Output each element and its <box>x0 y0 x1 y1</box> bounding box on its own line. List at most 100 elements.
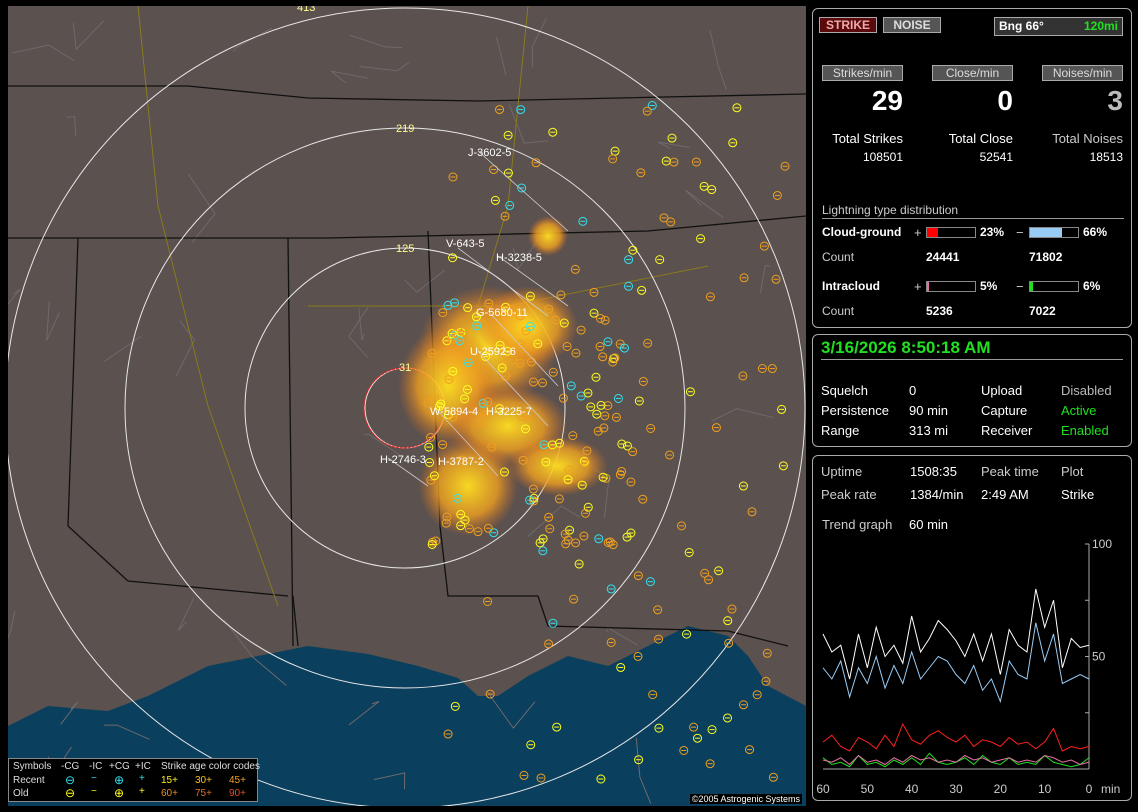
storm-track-label[interactable]: H-3787-2 <box>438 456 484 468</box>
county-line <box>72 20 105 51</box>
noises-per-min-button[interactable]: Noises/min <box>1042 65 1123 81</box>
strike-ring <box>438 440 448 450</box>
cg-plus-sign: + <box>914 225 922 240</box>
positive-strike-icon <box>596 774 606 784</box>
strike-ring <box>622 441 632 451</box>
plot-label: Plot <box>1061 464 1084 479</box>
county-line <box>11 44 75 62</box>
negative-strike-icon <box>595 342 605 352</box>
strike-ring <box>684 547 694 557</box>
positive-strike-icon <box>667 133 677 143</box>
positive-strike-icon <box>481 352 491 362</box>
negative-strike-icon <box>596 400 606 410</box>
negative-strike-icon <box>665 450 675 460</box>
county-line <box>373 772 406 790</box>
negative-strike-icon <box>551 315 561 325</box>
strike-ring <box>596 314 606 324</box>
county-line <box>60 701 79 725</box>
positive-strike-icon <box>442 336 452 346</box>
noise-button[interactable]: NOISE <box>883 17 941 33</box>
positive-strike-icon <box>579 456 589 466</box>
positive-strike-icon <box>479 410 489 420</box>
strike-button[interactable]: STRIKE <box>819 17 877 33</box>
total-close-label: Total Close <box>948 131 1013 146</box>
positive-strike-icon <box>577 480 587 490</box>
strike-ring <box>452 328 462 338</box>
strike-ring <box>580 458 590 468</box>
storm-track-label[interactable]: H-3238-5 <box>496 252 542 264</box>
negative-strike-icon <box>538 546 548 556</box>
strike-ring <box>479 410 489 420</box>
county-line <box>8 288 21 305</box>
close-per-min-button[interactable]: Close/min <box>932 65 1013 81</box>
negative-strike-icon <box>487 442 497 452</box>
strike-ring <box>568 431 578 441</box>
positive-strike-icon <box>596 314 606 324</box>
negative-strike-icon <box>448 412 458 422</box>
strike-ring <box>679 745 689 755</box>
storm-track-label[interactable]: H-2746-3 <box>380 454 426 466</box>
negative-strike-icon <box>772 190 782 200</box>
strike-ring <box>589 287 599 297</box>
positive-strike-icon <box>450 701 460 711</box>
strike-ring <box>580 508 590 518</box>
negative-strike-icon <box>502 346 512 356</box>
negative-strike-icon <box>738 371 748 381</box>
age-45: 45+ <box>229 775 246 786</box>
negative-strike-icon <box>638 494 648 504</box>
negative-strike-icon <box>705 759 715 769</box>
trend-series-line <box>822 622 1090 704</box>
storm-track-label[interactable]: U-2592-6 <box>470 346 516 358</box>
storm-track-line <box>477 350 549 427</box>
strike-ring <box>634 755 644 765</box>
lightning-map[interactable]: 413 219 125 31 J-3602-5 V-643-5 H-3238-5… <box>8 6 806 806</box>
trend-series-line <box>822 722 1090 752</box>
positive-strike-icon <box>696 234 706 244</box>
strike-ring <box>603 337 613 347</box>
strike-ring <box>586 402 596 412</box>
negative-strike-icon <box>648 690 658 700</box>
strike-cluster <box>528 216 568 256</box>
neg-cg-old-icon: ⊖ <box>65 786 76 800</box>
x-axis-label: min <box>1101 782 1120 796</box>
negative-strike-icon <box>594 534 604 544</box>
positive-strike-icon <box>700 568 710 578</box>
strike-ring <box>471 312 481 322</box>
neg-ic-recent-icon: − <box>91 773 97 784</box>
strike-ring <box>667 133 677 143</box>
strike-ring <box>577 480 587 490</box>
negative-strike-icon <box>600 315 610 325</box>
trend-series-line <box>822 754 1090 766</box>
negative-strike-icon <box>723 616 733 626</box>
negative-strike-icon <box>738 481 748 491</box>
strike-ring <box>603 401 613 411</box>
county-line <box>175 320 196 377</box>
negative-strike-icon <box>483 397 493 407</box>
positive-strike-icon <box>659 213 669 223</box>
strike-ring <box>752 690 762 700</box>
ring-label-413: 413 <box>297 6 316 14</box>
positive-strike-icon <box>679 745 689 755</box>
counts-panel: STRIKE NOISE Bng 66° 120mi Strikes/min Cl… <box>812 8 1132 328</box>
strike-ring <box>643 338 653 348</box>
intracloud-label: Intracloud <box>822 279 881 293</box>
negative-strike-icon <box>669 157 679 167</box>
storm-track-label[interactable]: W-5894-4 <box>430 406 479 418</box>
strike-ring <box>531 158 541 168</box>
storm-track-label[interactable]: G-5680-11 <box>476 307 528 319</box>
storm-track-label[interactable]: V-643-5 <box>446 238 485 250</box>
strike-ring <box>548 618 558 628</box>
positive-strike-icon <box>653 605 663 615</box>
positive-strike-icon <box>463 303 473 313</box>
strikes-per-min-button[interactable]: Strikes/min <box>822 65 903 81</box>
strike-ring <box>538 534 548 544</box>
pos-cg-recent-icon: ⊕ <box>114 773 125 787</box>
pos-ic-old-icon: + <box>139 786 145 797</box>
positive-strike-icon <box>457 455 467 465</box>
strike-ring <box>500 211 510 221</box>
storm-track-label[interactable]: H-3225-7 <box>486 406 532 418</box>
plot-value[interactable]: Strike <box>1061 487 1095 502</box>
storm-track-label[interactable]: J-3602-5 <box>468 147 512 159</box>
positive-strike-icon <box>427 539 437 549</box>
